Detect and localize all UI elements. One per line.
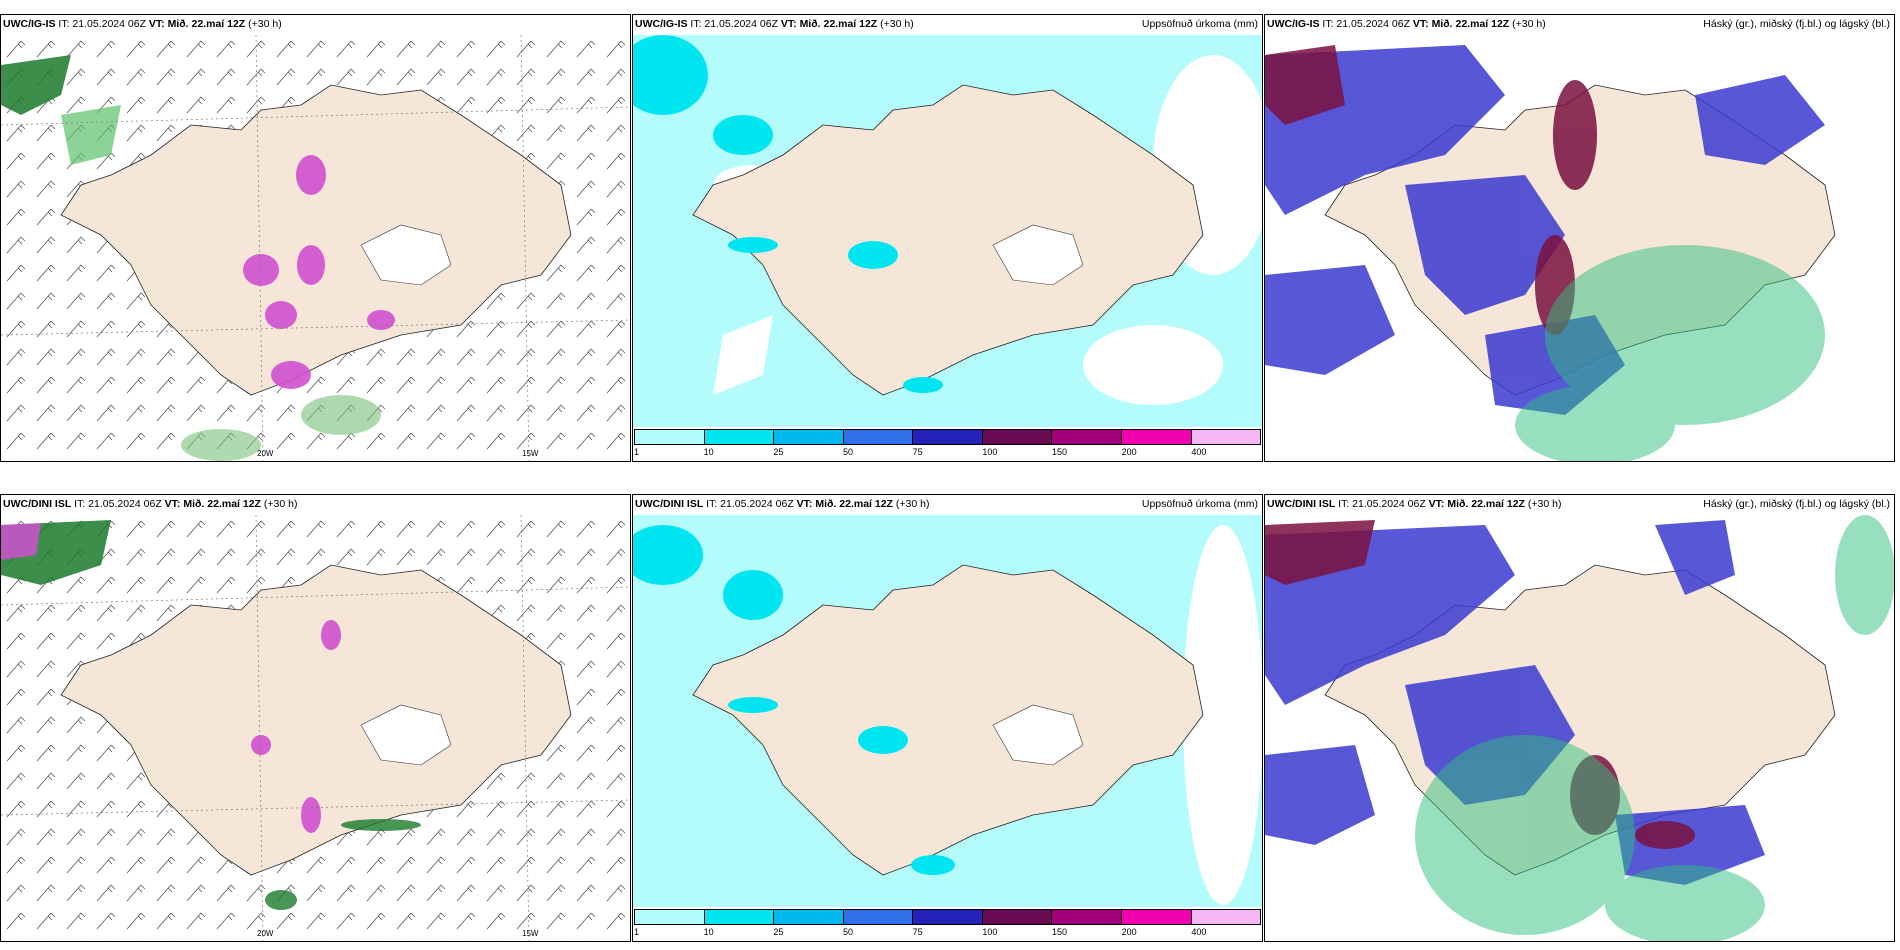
- panel-precip-dini: UWC/DINI ISL IT: 21.05.2024 06Z VT: Mið.…: [632, 494, 1263, 942]
- colorbar-tick: 50: [843, 927, 854, 937]
- panel-title: UWC/DINI ISL IT: 21.05.2024 06Z VT: Mið.…: [1267, 498, 1562, 510]
- colorbar: 1 10 25 50 75 100 150 200 400: [633, 427, 1262, 461]
- colorbar-cell: [843, 910, 914, 924]
- colorbar-cell: [913, 910, 983, 924]
- panel-wind-dini: UWC/DINI ISL IT: 21.05.2024 06Z VT: Mið.…: [0, 494, 631, 942]
- lon-label-20w: 20W: [257, 449, 274, 458]
- cloud-map[interactable]: [1265, 515, 1894, 941]
- colorbar-cell: [1052, 910, 1122, 924]
- colorbar-tick: 75: [912, 447, 923, 457]
- cloud-map[interactable]: [1265, 35, 1894, 461]
- colorbar-cell: [843, 430, 914, 444]
- colorbar-tick: 400: [1191, 447, 1207, 457]
- colorbar-tick: 200: [1121, 447, 1137, 457]
- precip-map[interactable]: [633, 515, 1262, 907]
- precip-map[interactable]: [633, 35, 1262, 427]
- colorbar-cell: [1121, 910, 1192, 924]
- precip-title: Uppsöfnuð úrkoma (mm): [1141, 18, 1258, 30]
- panel-title: UWC/IG-IS IT: 21.05.2024 06Z VT: Mið. 22…: [635, 18, 914, 30]
- panel-wind-ig-is: UWC/IG-IS IT: 21.05.2024 06Z VT: Mið. 22…: [0, 14, 631, 462]
- colorbar-tick: 25: [773, 447, 784, 457]
- colorbar-cell: [1191, 430, 1261, 444]
- colorbar-tick: 200: [1121, 927, 1137, 937]
- colorbar-tick: 100: [982, 927, 998, 937]
- cloud-title: Háský (gr.), miðský (fj.bl.) og lágský (…: [1703, 498, 1890, 510]
- panel-title: UWC/DINI ISL IT: 21.05.2024 06Z VT: Mið.…: [3, 498, 298, 510]
- colorbar-tick: 10: [703, 447, 714, 457]
- colorbar-tick: 150: [1052, 447, 1068, 457]
- colorbar-cell: [774, 430, 844, 444]
- colorbar-tick: 100: [982, 447, 998, 457]
- colorbar-tick: 1: [634, 447, 640, 457]
- panel-precip-ig-is: UWC/IG-IS IT: 21.05.2024 06Z VT: Mið. 22…: [632, 14, 1263, 462]
- colorbar-cell: [635, 430, 705, 444]
- colorbar-tick: 10: [703, 927, 714, 937]
- colorbar-cell: [982, 430, 1053, 444]
- panel-title: UWC/DINI ISL IT: 21.05.2024 06Z VT: Mið.…: [635, 498, 930, 510]
- colorbar-cell: [1052, 430, 1122, 444]
- wind-map[interactable]: 20W 15W: [1, 515, 630, 941]
- panel-title: UWC/IG-IS IT: 21.05.2024 06Z VT: Mið. 22…: [3, 18, 282, 30]
- lon-label-15w: 15W: [522, 449, 539, 458]
- lon-label-15w: 15W: [522, 929, 539, 938]
- cloud-title: Háský (gr.), miðský (fj.bl.) og lágský (…: [1703, 18, 1890, 30]
- panel-title: UWC/IG-IS IT: 21.05.2024 06Z VT: Mið. 22…: [1267, 18, 1546, 30]
- colorbar-cell: [1121, 430, 1192, 444]
- colorbar-tick: 25: [773, 927, 784, 937]
- colorbar-tick: 1: [634, 927, 640, 937]
- colorbar-cell: [774, 910, 844, 924]
- lon-label-20w: 20W: [257, 929, 274, 938]
- precip-title: Uppsöfnuð úrkoma (mm): [1141, 498, 1258, 510]
- panel-cloud-ig-is: UWC/IG-IS IT: 21.05.2024 06Z VT: Mið. 22…: [1264, 14, 1895, 462]
- panel-cloud-dini: UWC/DINI ISL IT: 21.05.2024 06Z VT: Mið.…: [1264, 494, 1895, 942]
- colorbar-cell: [704, 910, 775, 924]
- colorbar-cell: [913, 430, 983, 444]
- colorbar-tick: 400: [1191, 927, 1207, 937]
- colorbar-tick: 50: [843, 447, 854, 457]
- colorbar-cell: [982, 910, 1053, 924]
- colorbar-tick: 150: [1052, 927, 1068, 937]
- colorbar-tick: 75: [912, 927, 923, 937]
- colorbar: 1 10 25 50 75 100 150 200 400: [633, 907, 1262, 941]
- colorbar-cell: [1191, 910, 1261, 924]
- colorbar-cell: [635, 910, 705, 924]
- wind-map[interactable]: 20W 15W: [1, 35, 630, 461]
- colorbar-cell: [704, 430, 775, 444]
